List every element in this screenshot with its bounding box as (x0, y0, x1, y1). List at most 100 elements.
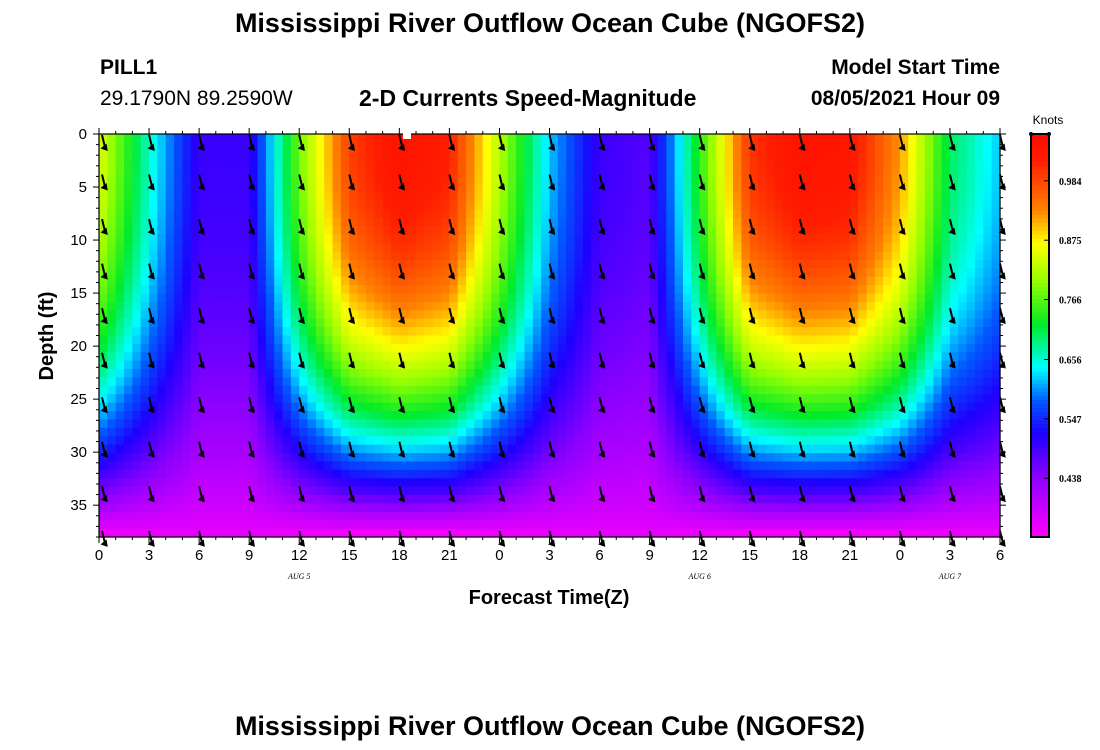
current-arrow (197, 218, 205, 236)
current-arrow (748, 530, 756, 547)
x-tick-label: 12 (291, 547, 308, 564)
current-arrow (197, 486, 205, 503)
current-arrow (497, 134, 506, 151)
current-arrow (247, 397, 255, 414)
current-arrow (197, 307, 205, 325)
x-tick-label: 21 (441, 547, 458, 564)
current-arrow (397, 486, 406, 503)
current-arrow (748, 134, 756, 151)
current-arrow (497, 263, 506, 280)
current-arrow (100, 486, 108, 503)
x-tick-label: 15 (341, 547, 358, 564)
current-arrow (197, 441, 205, 458)
current-arrow (397, 441, 406, 458)
current-arrow (948, 134, 956, 151)
current-arrow (297, 263, 305, 280)
current-arrow (648, 174, 656, 191)
current-arrow (898, 263, 906, 280)
current-arrow (698, 397, 706, 414)
current-arrow (297, 441, 305, 458)
current-arrow (197, 263, 205, 280)
current-arrow (100, 441, 108, 458)
current-arrow (147, 530, 155, 547)
current-arrow (598, 174, 606, 191)
current-arrow (447, 218, 456, 236)
x-tick-label: 0 (495, 547, 503, 564)
current-arrow (748, 352, 756, 369)
current-arrow (447, 307, 456, 325)
colorbar-tick-label: 0.438 (1059, 474, 1082, 485)
y-tick-label: 20 (70, 338, 87, 355)
current-arrow (397, 263, 406, 280)
current-arrow (748, 263, 756, 280)
current-arrow (497, 397, 506, 414)
current-arrow (598, 397, 606, 414)
current-arrow (147, 263, 155, 280)
current-arrow (748, 397, 756, 414)
current-arrow (297, 307, 305, 325)
current-arrow (648, 397, 656, 414)
current-arrow (548, 441, 556, 458)
chart-subtitle: 2-D Currents Speed-Magnitude (359, 85, 697, 111)
current-arrow (397, 352, 406, 369)
current-arrow (247, 134, 255, 151)
current-arrow (748, 174, 756, 191)
current-arrow (100, 352, 108, 369)
y-tick-label: 25 (70, 391, 87, 408)
current-arrow (247, 263, 255, 280)
current-arrow (948, 441, 956, 458)
current-arrow (648, 486, 656, 503)
current-arrow (598, 530, 606, 547)
current-arrow (898, 441, 906, 458)
y-tick-label: 5 (79, 179, 87, 196)
current-arrow (948, 397, 956, 414)
current-arrow (397, 218, 406, 236)
current-arrow (648, 530, 656, 547)
y-tick-label: 0 (79, 126, 87, 143)
current-arrow (397, 134, 406, 151)
current-arrow (247, 441, 255, 458)
current-arrow (848, 218, 856, 236)
current-arrow (197, 134, 205, 151)
current-arrow (798, 218, 806, 236)
current-arrow (898, 397, 906, 414)
current-arrow (698, 352, 706, 369)
current-arrow (297, 352, 305, 369)
current-arrow (147, 174, 155, 191)
current-arrow (898, 352, 906, 369)
current-arrow (247, 218, 255, 236)
current-arrow (548, 174, 556, 191)
colorbar: 0.984 0.875 0.766 0.656 0.547 0.438 (1029, 132, 1082, 538)
model-start-time: 08/05/2021 Hour 09 (810, 87, 1000, 110)
current-arrow (898, 174, 906, 191)
current-arrow (297, 134, 305, 151)
current-arrow (297, 174, 305, 191)
current-arrow (598, 218, 606, 236)
current-arrow (648, 441, 656, 458)
current-arrow (297, 530, 305, 547)
current-arrow (548, 263, 556, 280)
current-arrow (197, 397, 205, 414)
current-arrow (100, 307, 108, 325)
current-arrow (948, 486, 956, 503)
current-arrow (898, 530, 906, 547)
current-arrow (898, 486, 906, 503)
current-arrow (948, 174, 956, 191)
current-arrow (648, 263, 656, 280)
current-arrow (147, 307, 155, 325)
current-arrow (698, 441, 706, 458)
x-tick-label: 9 (245, 547, 253, 564)
current-arrow (548, 307, 556, 325)
current-arrow (397, 397, 406, 414)
current-arrow (648, 352, 656, 369)
current-arrow (347, 307, 356, 325)
colorbar-tick-label: 0.766 (1059, 296, 1082, 307)
page-title: Mississippi River Outflow Ocean Cube (NG… (234, 8, 866, 38)
current-arrow (147, 486, 155, 503)
colorbar-tick-label: 0.875 (1059, 236, 1082, 247)
current-arrow (798, 307, 806, 325)
current-arrow (848, 263, 856, 280)
current-arrow (548, 134, 556, 151)
current-arrow (247, 530, 255, 547)
x-tick-label: 6 (195, 547, 203, 564)
